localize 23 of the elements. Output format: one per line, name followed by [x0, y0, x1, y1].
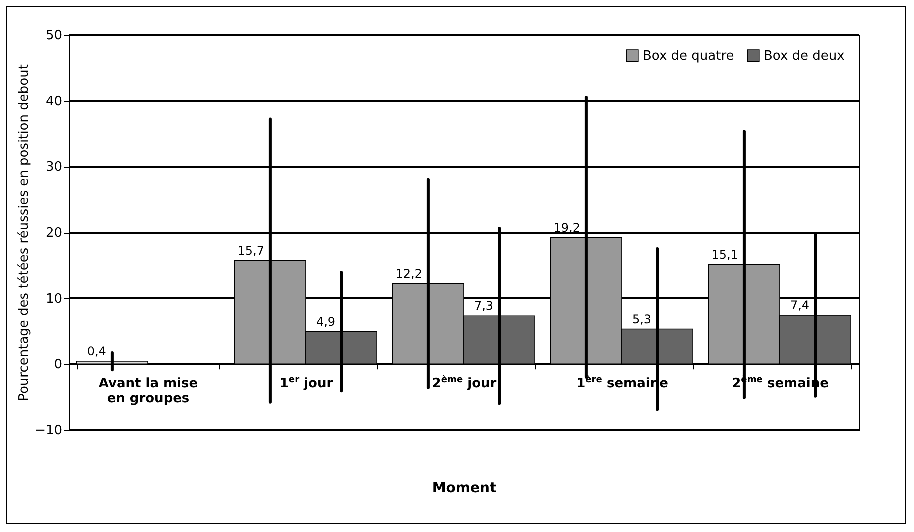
data-label: 15,7: [238, 244, 264, 258]
data-label: 7,4: [790, 298, 810, 312]
x-axis-title: Moment: [432, 480, 497, 496]
x-tick-label: Avant la mise en groupes: [98, 376, 198, 407]
y-tick-label: 20: [46, 226, 62, 241]
y-tick-label: −10: [35, 424, 62, 438]
data-label: 0,4: [87, 344, 106, 359]
y-tick-label: 10: [46, 292, 62, 307]
legend-label: Box de quatre: [643, 48, 734, 64]
y-axis-title: Pourcentage des tétées réussies en position debout: [17, 64, 32, 402]
y-tick-label: 0: [54, 358, 62, 373]
data-label: 4,9: [316, 314, 336, 329]
legend-label: Box de deux: [764, 48, 846, 64]
x-tick-label: 1$^{er}$ jour: [280, 376, 334, 392]
y-tick-label: 30: [46, 160, 62, 176]
y-tick-label: 40: [46, 94, 62, 110]
y-tick-label: 50: [46, 28, 62, 44]
data-label: 7,3: [474, 299, 494, 314]
data-label: 12,2: [396, 266, 422, 281]
data-label: 5,3: [632, 312, 652, 326]
data-label: 15,1: [712, 248, 738, 262]
x-tick-label: 2$^{ème}$ jour: [432, 374, 498, 392]
data-label: 19,2: [554, 220, 580, 235]
